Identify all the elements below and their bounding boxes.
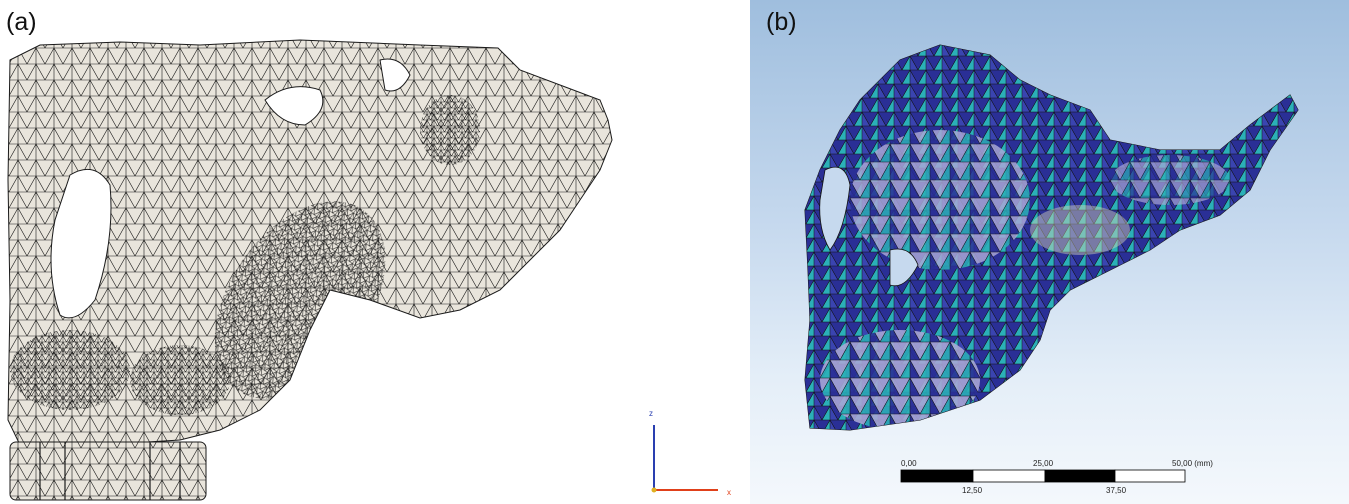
panel-b-label: (b)	[766, 8, 797, 36]
axis-x-label: x	[727, 488, 731, 497]
scale-label-25: 25,00	[1033, 459, 1054, 468]
axis-triad: z x	[649, 409, 731, 497]
scale-label-0: 0,00	[901, 459, 917, 468]
mesh-b-body	[804, 44, 1299, 431]
panel-b-stress-view: (b) 0,00 25,00 50,00 (mm) 12,50 37,50	[750, 0, 1349, 504]
axis-z-label: z	[649, 409, 653, 418]
scale-segment-1	[900, 469, 974, 483]
scale-bar	[900, 469, 1186, 483]
panel-a-label: (a)	[6, 8, 37, 36]
scale-segment-3	[1044, 469, 1116, 483]
scale-segment-4	[1114, 469, 1186, 483]
panel-a-mesh-view: z x (a)	[6, 8, 731, 501]
mesh-a-body	[7, 39, 613, 446]
scale-label-37-5: 37,50	[1106, 486, 1127, 495]
mesh-a-bottom-cylinder	[9, 441, 207, 501]
scale-segment-2	[972, 469, 1046, 483]
mesh-b-canvas	[804, 44, 1299, 483]
scale-label-50mm: 50,00 (mm)	[1172, 459, 1213, 468]
scale-label-12-5: 12,50	[962, 486, 983, 495]
mesh-a-canvas: z x	[7, 39, 731, 501]
axis-origin	[651, 487, 657, 493]
